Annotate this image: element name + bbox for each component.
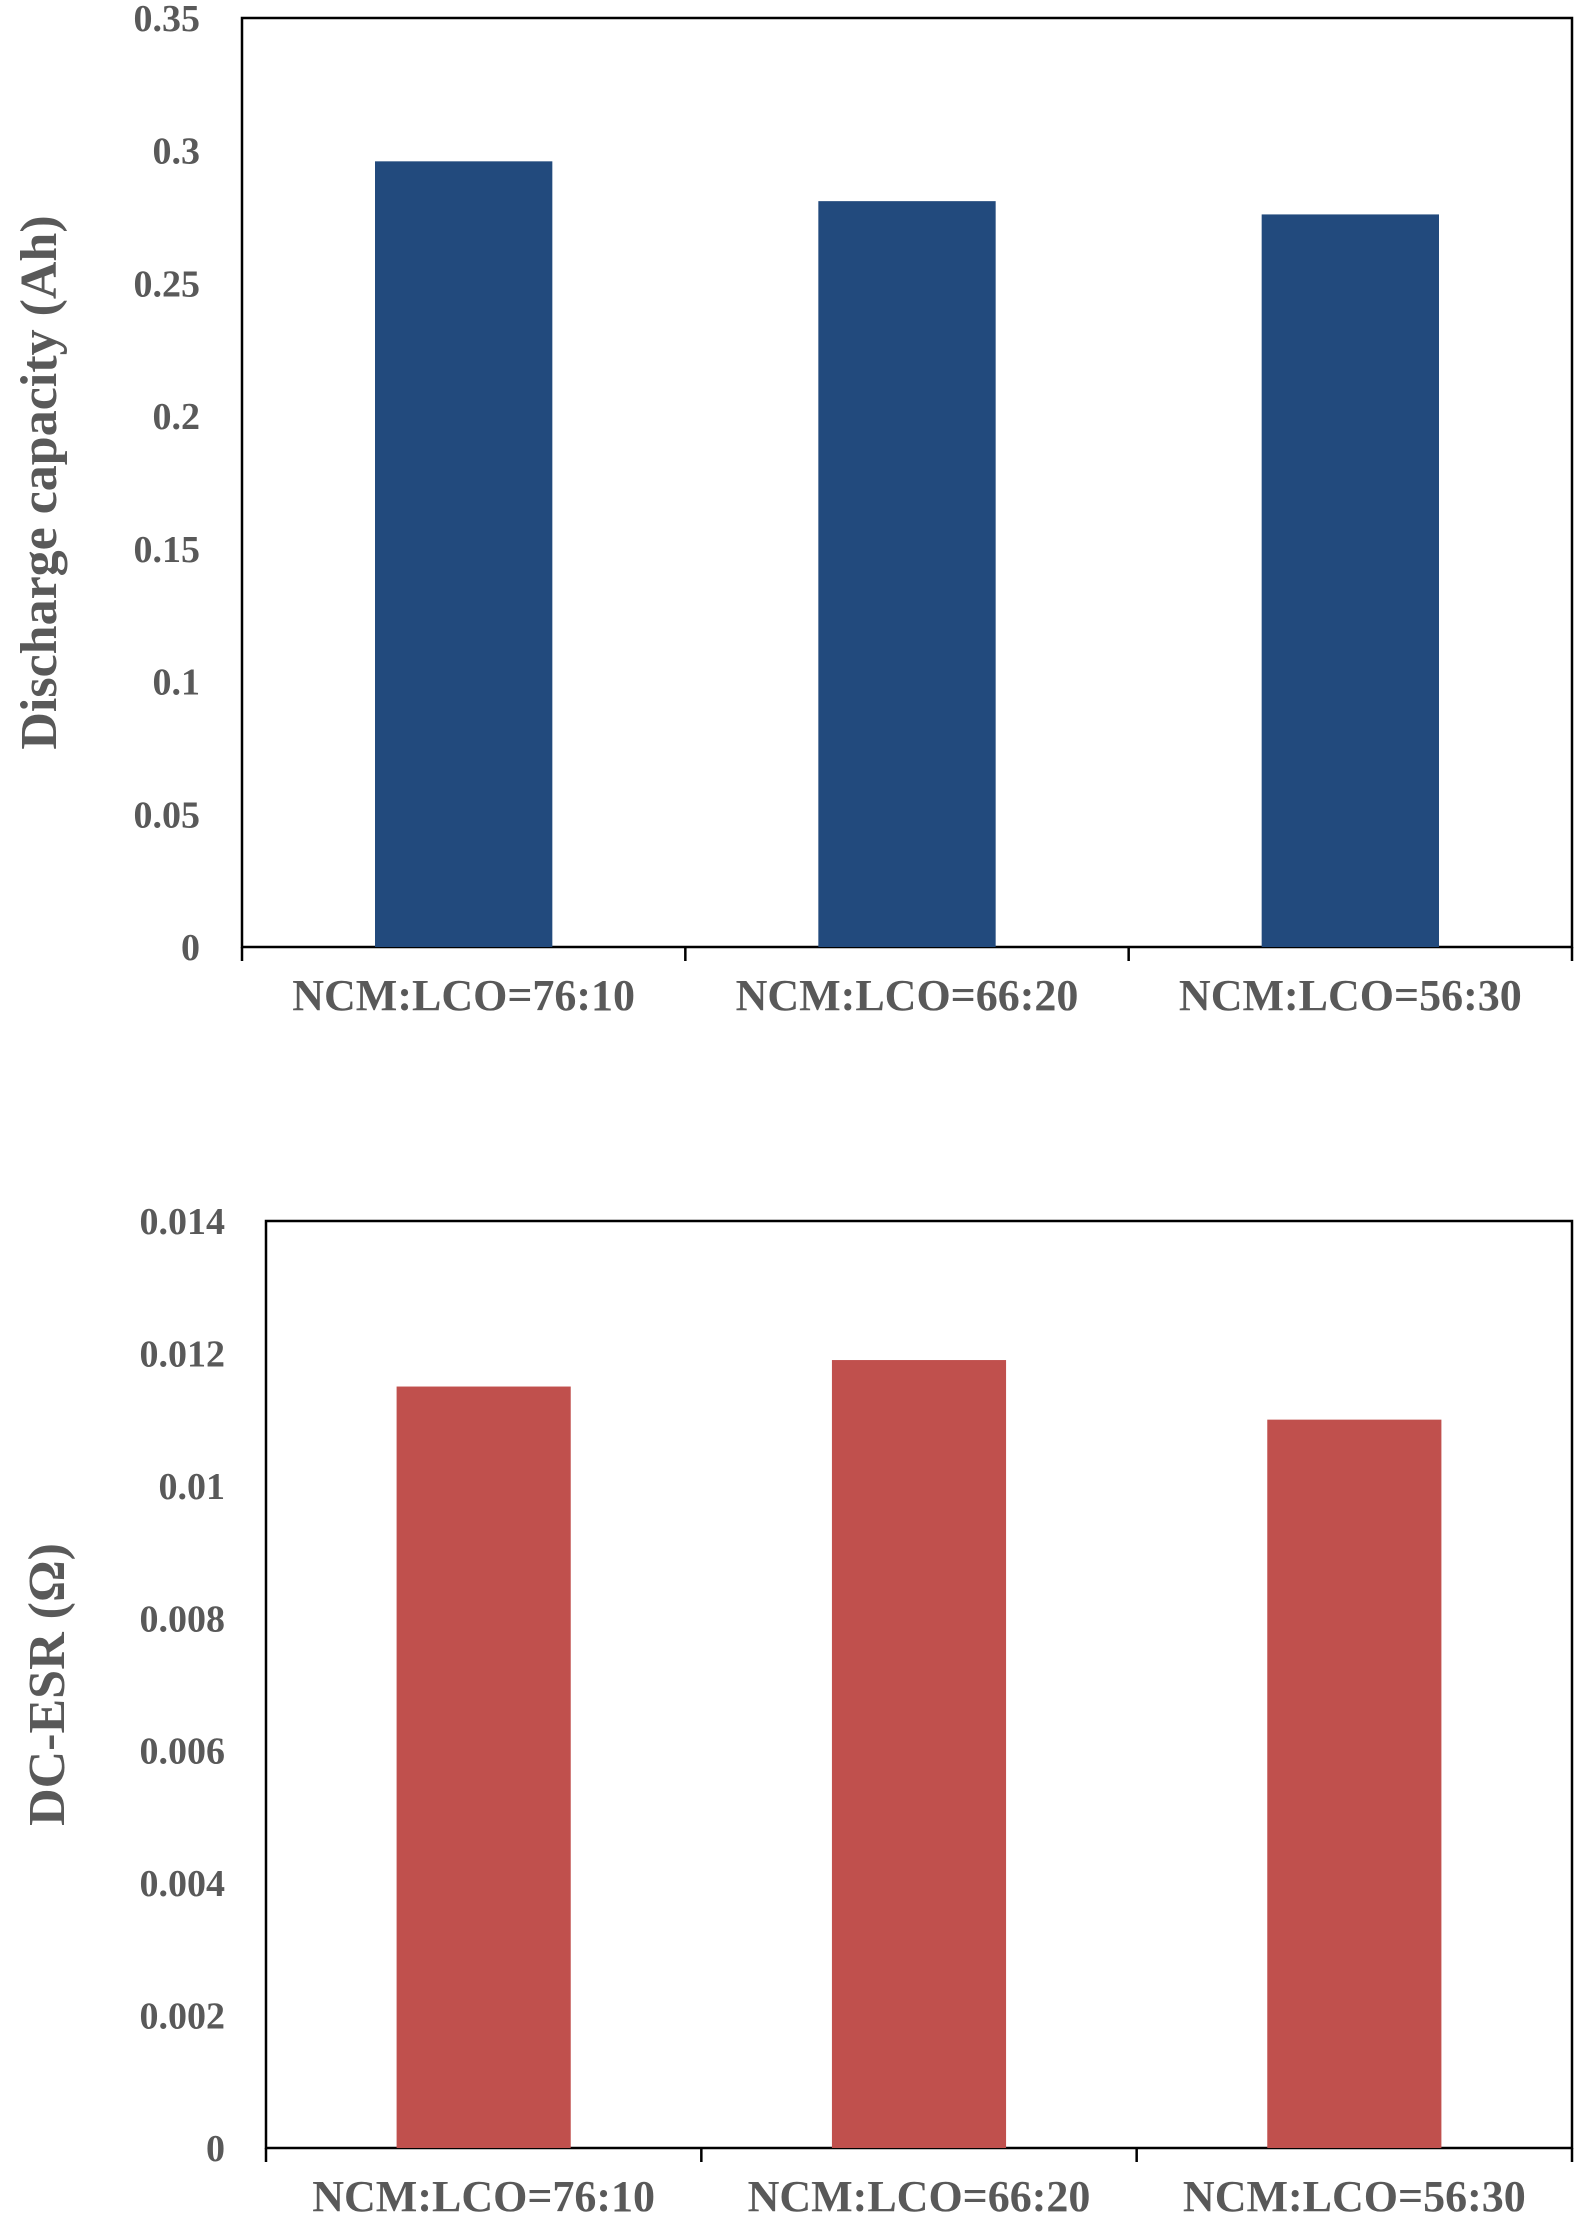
x-tick-label: NCM:LCO=76:10 [292, 971, 635, 1020]
dc-esr-chart: 0 0.002 0.004 0.006 0.008 0.01 0.012 0.014 NCM:L… [19, 1201, 1574, 2221]
y-tick-label: 0.01 [159, 1466, 226, 1508]
y-axis-title: Discharge capacity (Ah) [11, 215, 68, 749]
y-tick-label: 0.006 [140, 1731, 226, 1773]
y-tick-label: 0.15 [134, 529, 201, 571]
y-tick-label: 0 [206, 2128, 225, 2170]
y-tick-label: 0 [181, 927, 200, 969]
y-axis-title: DC-ESR (Ω) [19, 1543, 76, 1826]
y-tick-label: 0.1 [153, 662, 201, 704]
x-tick-label: NCM:LCO=66:20 [736, 971, 1079, 1020]
bar [818, 201, 996, 947]
discharge-capacity-chart: 0 0.05 0.1 0.15 0.2 0.25 0.3 0.35 NCM:LCO=76:10 N… [11, 0, 1574, 1020]
y-tick-label: 0.05 [134, 794, 201, 836]
y-tick-label: 0.3 [153, 131, 201, 173]
y-tick-label: 0.002 [140, 1996, 226, 2038]
bar [1261, 214, 1439, 948]
x-tick-label: NCM:LCO=76:10 [312, 2172, 655, 2221]
y-tick-label: 0.004 [140, 1863, 226, 1905]
bar [375, 161, 553, 947]
y-tick-label: 0.012 [140, 1333, 226, 1375]
y-tick-label: 0.014 [140, 1201, 226, 1243]
bar [1267, 1419, 1442, 2148]
x-tick-label: NCM:LCO=56:30 [1183, 2172, 1526, 2221]
bar [831, 1360, 1007, 2148]
y-tick-label: 0.35 [134, 0, 201, 40]
y-tick-label: 0.2 [153, 396, 201, 438]
x-tick-label: NCM:LCO=66:20 [748, 2172, 1091, 2221]
y-tick-label: 0.008 [140, 1598, 226, 1640]
y-tick-label: 0.25 [134, 263, 201, 305]
bar [396, 1386, 571, 2148]
x-tick-label: NCM:LCO=56:30 [1179, 971, 1522, 1020]
